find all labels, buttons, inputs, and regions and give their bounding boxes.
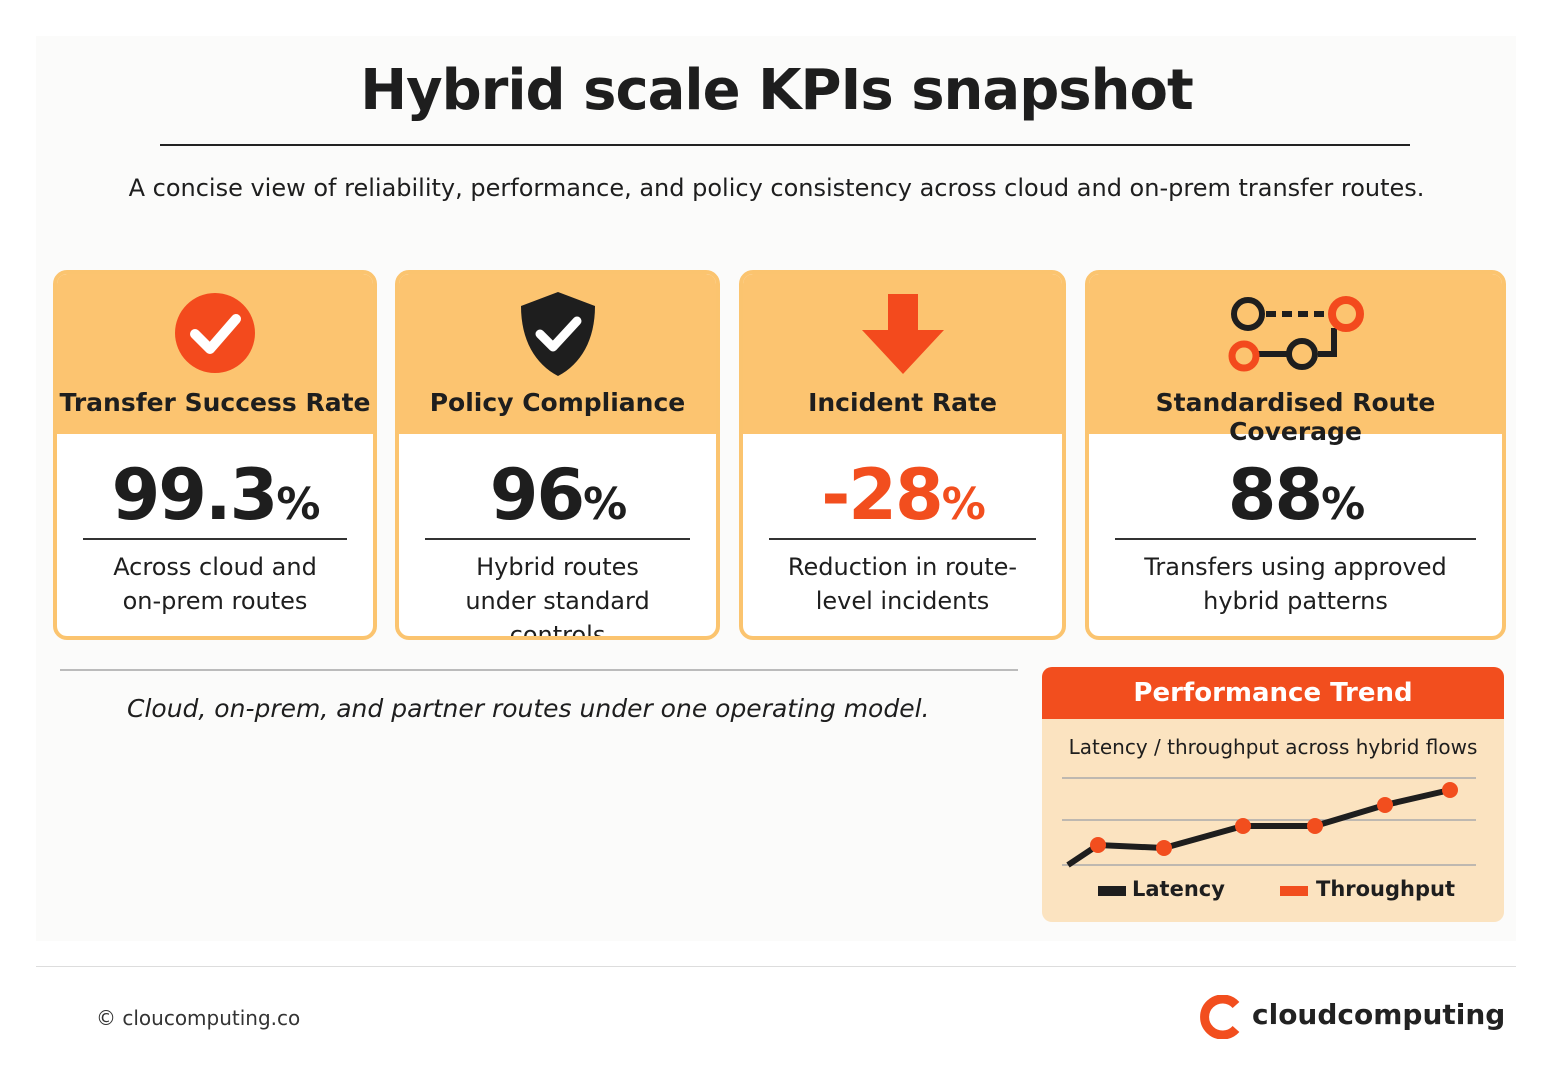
kpi-label: Standardised Route Coverage (1155, 388, 1436, 446)
kpi-value: 88% (1089, 454, 1502, 536)
kpi-description: Hybrid routes under standard controls (465, 553, 650, 640)
footer-rule (36, 966, 1516, 967)
check-icon (175, 293, 255, 373)
legend-label: Latency (1132, 877, 1225, 901)
rule (425, 538, 690, 540)
brand-name: cloudcomputing (1252, 998, 1506, 1031)
down-arrow-icon (861, 294, 944, 374)
unit: % (941, 479, 986, 530)
brand-logo (1200, 995, 1240, 1039)
kpi-value: 99.3% (57, 454, 373, 536)
rule (1115, 538, 1476, 540)
shield-icon (520, 292, 595, 376)
value: -28 (821, 454, 943, 536)
trend-subtitle: Latency / throughput across hybrid flows (1068, 735, 1478, 759)
kpi-description: Transfers using approved hybrid patterns (1144, 553, 1447, 615)
value: 99.3 (111, 454, 279, 536)
kpi-card: Policy Compliance 96% Hybrid routes unde… (395, 270, 720, 640)
rule (769, 538, 1036, 540)
trend-title: Performance Trend (1042, 667, 1504, 719)
kpi-label: Transfer Success Rate (59, 388, 371, 417)
unit: % (276, 479, 320, 530)
route-icon (1228, 296, 1364, 372)
legend-label: Throughput (1316, 877, 1456, 901)
copyright: © cloucomputing.co (96, 1006, 301, 1030)
kpi-label: Policy Compliance (429, 388, 686, 417)
title-rule (160, 144, 1410, 146)
kpi-card: Incident Rate -28% Reduction in route-le… (739, 270, 1066, 640)
rule (83, 538, 347, 540)
kpi-card: Standardised Route Coverage 88% Transfer… (1085, 270, 1506, 640)
title: Hybrid scale KPIs snapshot (360, 58, 1193, 123)
card-header (1089, 274, 1502, 434)
value: 96 (489, 454, 585, 536)
kpi-description: Reduction in route-level incidents (787, 553, 1018, 615)
tagline: Cloud, on-prem, and partner routes under… (127, 694, 930, 723)
unit: % (1321, 479, 1365, 530)
kpi-value: -28% (743, 454, 1062, 536)
divider (60, 669, 1018, 671)
subtitle: A concise view of reliability, performan… (128, 174, 1425, 202)
sparkline (1062, 777, 1476, 896)
unit: % (583, 479, 627, 530)
kpi-label: Incident Rate (808, 388, 997, 417)
trend-card: Performance Trend Latency / throughput a… (1042, 667, 1504, 922)
kpi-description: Across cloud and on-prem routes (113, 553, 317, 615)
kpi-card: Transfer Success Rate 99.3% Across cloud… (53, 270, 377, 640)
kpi-value: 96% (399, 454, 716, 536)
value: 88 (1227, 454, 1323, 536)
